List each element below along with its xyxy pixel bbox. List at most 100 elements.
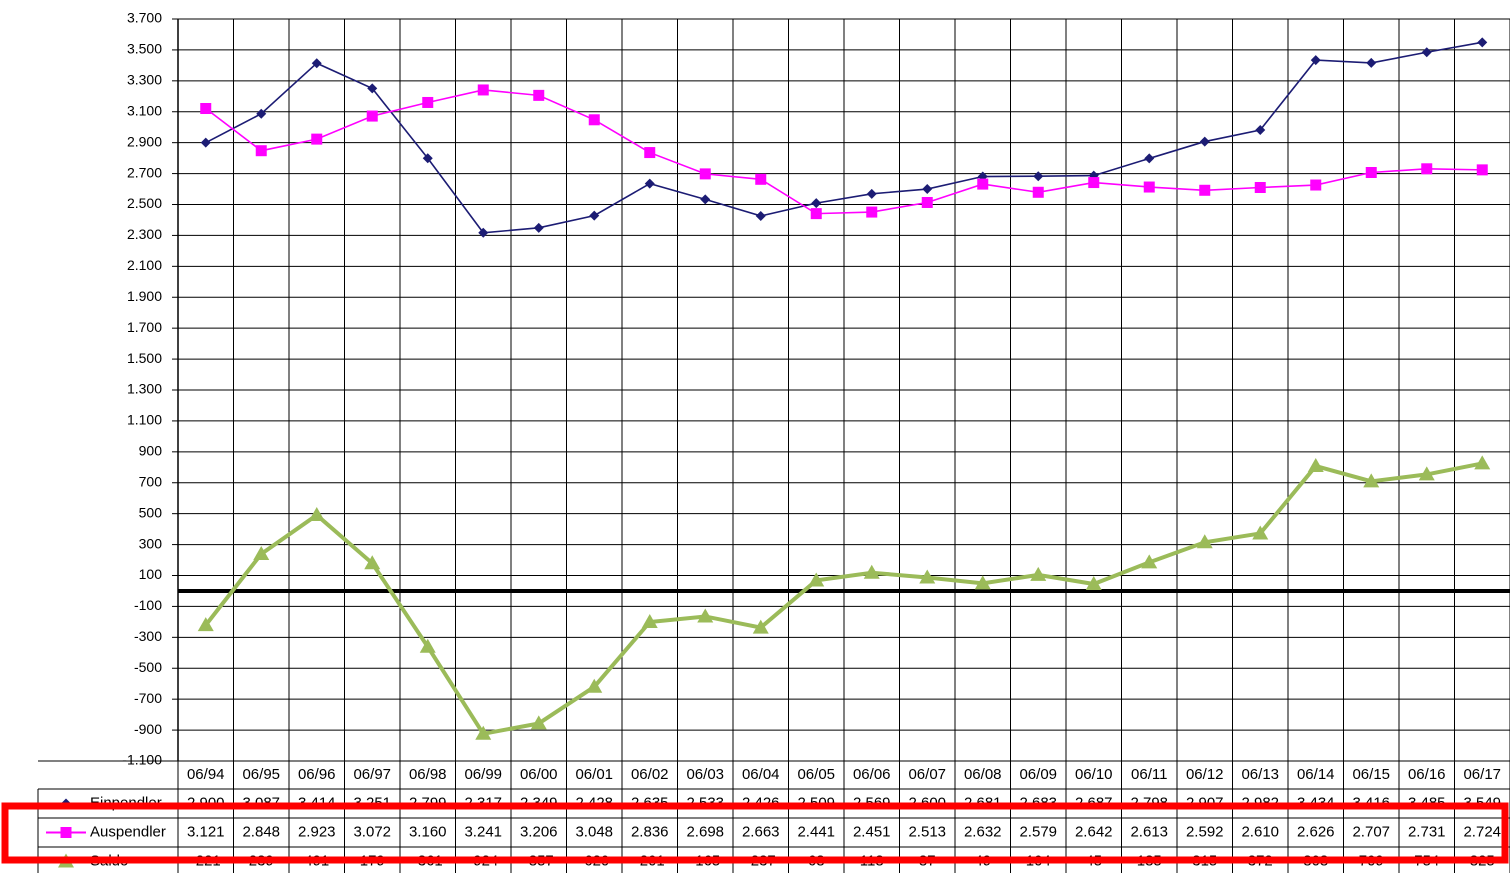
legend-key-marker: [60, 827, 72, 838]
y-tick-label: 3.100: [127, 102, 162, 118]
y-tick-label: 700: [139, 473, 163, 489]
point: [1310, 179, 1322, 191]
point: [644, 178, 655, 189]
point: [1199, 184, 1211, 196]
y-tick-label: 300: [139, 535, 163, 551]
table-cell: 3.048: [575, 823, 613, 840]
y-tick-label: 100: [139, 566, 163, 582]
point: [1476, 164, 1488, 176]
table-cell: 2.663: [742, 823, 780, 840]
table-cell: 2.513: [908, 823, 946, 840]
point: [1141, 554, 1158, 569]
x-tick-label: 06/01: [575, 766, 613, 783]
point: [1255, 124, 1266, 135]
y-tick-label: 2.700: [127, 164, 162, 180]
point: [1085, 576, 1102, 591]
point: [253, 546, 270, 561]
point: [308, 507, 325, 522]
y-tick-label: 1.300: [127, 381, 162, 397]
x-tick-label: 06/07: [908, 766, 946, 783]
x-tick-label: 06/10: [1075, 766, 1113, 783]
x-tick-label: 06/04: [742, 766, 780, 783]
x-tick-label: 06/06: [853, 766, 891, 783]
table-cell: 2.731: [1408, 823, 1446, 840]
y-tick-label: 3.500: [127, 41, 162, 57]
point: [1307, 458, 1324, 473]
y-tick-label: 2.500: [127, 195, 162, 211]
y-tick-label: 900: [139, 443, 163, 459]
table-cell: 3.160: [409, 823, 447, 840]
y-tick-label: 500: [139, 504, 163, 520]
point: [1477, 37, 1488, 48]
table-cell: 2.592: [1186, 823, 1224, 840]
x-tick-label: 06/03: [686, 766, 724, 783]
y-tick-label: -900: [134, 721, 162, 737]
table-cell: 2.923: [298, 823, 336, 840]
x-tick-label: 06/14: [1297, 766, 1335, 783]
point: [367, 83, 378, 94]
point: [197, 617, 214, 632]
point: [808, 572, 825, 587]
point: [752, 619, 769, 634]
table-cell: 2.610: [1241, 823, 1279, 840]
table-cell: 2.451: [853, 823, 891, 840]
table-cell: 2.441: [797, 823, 835, 840]
point: [1030, 566, 1047, 581]
point: [364, 555, 381, 570]
point: [866, 188, 877, 199]
point: [644, 147, 656, 159]
point: [311, 58, 322, 69]
point: [1196, 534, 1213, 549]
point: [1365, 167, 1377, 179]
point: [1418, 466, 1435, 481]
point: [810, 208, 822, 220]
highlight-box: [1, 802, 1509, 864]
point: [697, 608, 714, 623]
point: [200, 103, 212, 115]
point: [530, 715, 547, 730]
point: [588, 114, 600, 126]
y-tick-label: 2.100: [127, 257, 162, 273]
table-cell: 2.836: [631, 823, 669, 840]
point: [419, 638, 436, 653]
point: [478, 227, 489, 238]
x-tick-label: 06/98: [409, 766, 447, 783]
legend-label: Auspendler: [90, 823, 166, 840]
table-cell: 2.848: [242, 823, 280, 840]
point: [200, 137, 211, 148]
x-tick-label: 06/95: [242, 766, 280, 783]
y-tick-label: 3.300: [127, 72, 162, 88]
series-line: [204, 461, 1483, 737]
point: [1033, 171, 1044, 182]
point: [477, 84, 489, 96]
point: [1144, 153, 1155, 164]
x-tick-label: 06/96: [298, 766, 336, 783]
point: [977, 178, 989, 190]
series-line: [205, 89, 1483, 215]
table-cell: 2.632: [964, 823, 1002, 840]
y-tick-label: 1.100: [127, 412, 162, 428]
x-tick-label: 06/94: [187, 766, 225, 783]
y-tick-label: -300: [134, 628, 162, 644]
point: [1310, 55, 1321, 66]
table-cell: 3.241: [464, 823, 502, 840]
point: [922, 184, 933, 195]
point: [1252, 525, 1269, 540]
point: [755, 173, 767, 185]
x-tick-label: 06/09: [1019, 766, 1057, 783]
x-tick-label: 06/97: [353, 766, 391, 783]
point: [422, 153, 433, 164]
point: [1421, 47, 1432, 58]
x-tick-label: 06/15: [1352, 766, 1390, 783]
y-tick-label: -500: [134, 659, 162, 675]
table-cell: 2.642: [1075, 823, 1113, 840]
point: [921, 196, 933, 208]
point: [366, 110, 378, 122]
point: [863, 564, 880, 579]
point: [699, 168, 711, 180]
y-tick-label: 3.700: [127, 10, 162, 26]
point: [1199, 136, 1210, 147]
point: [311, 133, 323, 145]
